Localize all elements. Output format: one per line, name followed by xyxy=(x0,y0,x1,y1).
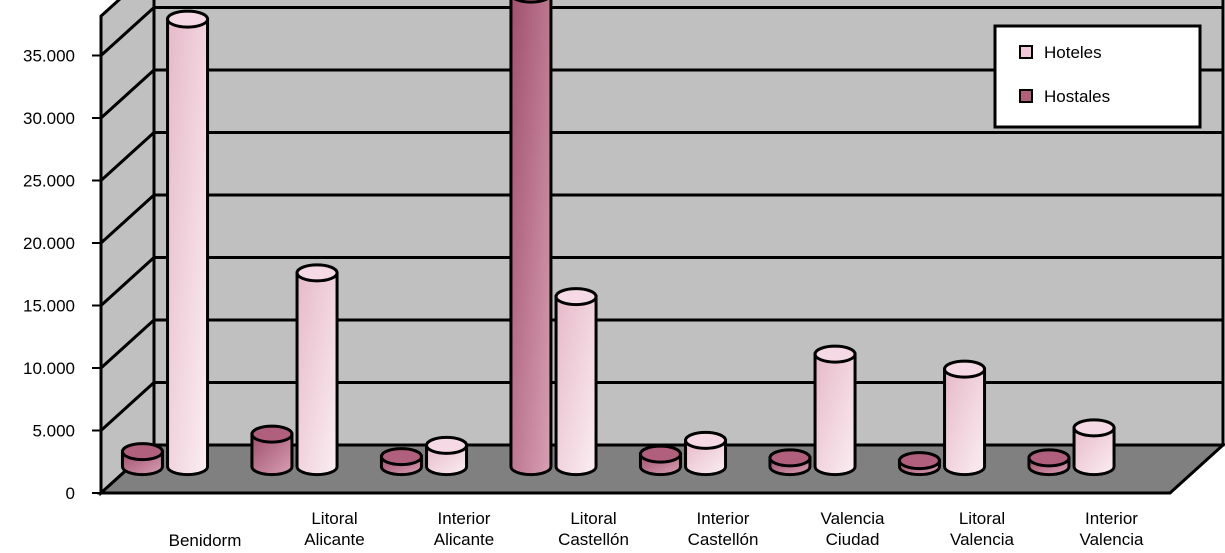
bar-top xyxy=(250,424,294,444)
y-tick-label: 10.000 xyxy=(23,359,75,378)
x-axis-labels: Benidorm Litoral Alicante Interior Alicante L… xyxy=(169,509,1144,550)
bar-hostales xyxy=(768,448,812,477)
bar-top xyxy=(166,9,210,29)
legend-label-hostales: Hostales xyxy=(1044,87,1110,106)
bar-hoteles xyxy=(295,263,339,477)
bar-top xyxy=(943,359,987,379)
y-tick-label: 20.000 xyxy=(23,234,75,253)
legend-box xyxy=(993,24,1202,129)
bar-top xyxy=(379,447,423,467)
gridline xyxy=(99,318,1223,370)
bar-hostales xyxy=(509,0,553,477)
y-tick-label: 25.000 xyxy=(23,172,75,191)
bar-top xyxy=(295,263,339,283)
gridlines xyxy=(99,6,1223,432)
bar-top xyxy=(1072,418,1116,438)
bar-hoteles xyxy=(425,435,469,477)
bar-hoteles xyxy=(943,359,987,477)
bar-top xyxy=(425,435,469,455)
bar-hostales xyxy=(897,451,941,477)
bar-body xyxy=(813,352,857,477)
gridline xyxy=(99,256,1223,307)
bar-hoteles xyxy=(166,9,210,477)
x-category-label: Valencia Ciudad xyxy=(821,509,885,549)
y-axis: 0 5.000 10.000 15.000 20.000 25.000 30.000 35.0… xyxy=(23,16,103,503)
bar-body xyxy=(943,367,987,477)
x-category-label: Interior Alicante xyxy=(434,509,494,549)
gridline xyxy=(99,381,1223,432)
bar-top xyxy=(684,430,728,450)
gridline xyxy=(99,131,1223,182)
bar-top xyxy=(1027,448,1071,468)
y-tick-label: 0 xyxy=(66,484,75,503)
bar-hoteles xyxy=(554,287,598,477)
bar-hostales xyxy=(120,442,164,477)
y-tick-label: 35.000 xyxy=(23,47,75,66)
bar-top xyxy=(554,287,598,307)
x-category-label: Benidorm xyxy=(169,531,242,550)
bar-hoteles xyxy=(1072,418,1116,477)
x-category-label: Litoral Castellón xyxy=(558,509,629,549)
bar-body xyxy=(684,438,728,477)
gridline xyxy=(99,6,1223,57)
side-wall xyxy=(99,0,156,497)
y-tick-label: 5.000 xyxy=(32,422,75,441)
bar-body xyxy=(1072,426,1116,477)
bar-body xyxy=(250,432,294,477)
bar-body xyxy=(295,271,339,477)
bar-hoteles xyxy=(684,430,728,477)
bar-body xyxy=(554,295,598,477)
legend-swatch-hostales xyxy=(1019,89,1033,103)
legend: Hoteles Hostales xyxy=(993,24,1202,129)
bar-hostales xyxy=(638,444,682,477)
bar-top xyxy=(638,444,682,464)
bar-top xyxy=(120,442,164,462)
bars xyxy=(120,0,1116,477)
bar-top xyxy=(513,0,549,4)
gridline xyxy=(99,193,1223,245)
x-category-label: Interior Castellón xyxy=(688,509,759,549)
x-category-label: Litoral Valencia xyxy=(950,509,1014,549)
bar-hostales xyxy=(379,447,423,477)
gridline xyxy=(99,68,1223,120)
bar-body xyxy=(509,0,553,477)
bar-hostales xyxy=(250,424,294,477)
y-tick-label: 30.000 xyxy=(23,109,75,128)
bar-body xyxy=(166,17,210,477)
y-tick-label: 15.000 xyxy=(23,297,75,316)
bar-hostales xyxy=(1027,448,1071,477)
legend-swatch-hoteles xyxy=(1019,45,1033,59)
bar-top xyxy=(897,451,941,471)
x-category-label: Litoral Alicante xyxy=(304,509,364,549)
x-category-label: Interior Valencia xyxy=(1080,509,1144,549)
legend-label-hoteles: Hoteles xyxy=(1044,43,1102,62)
bar-hoteles xyxy=(813,344,857,477)
bar-top xyxy=(813,344,857,364)
bar-top xyxy=(768,448,812,468)
